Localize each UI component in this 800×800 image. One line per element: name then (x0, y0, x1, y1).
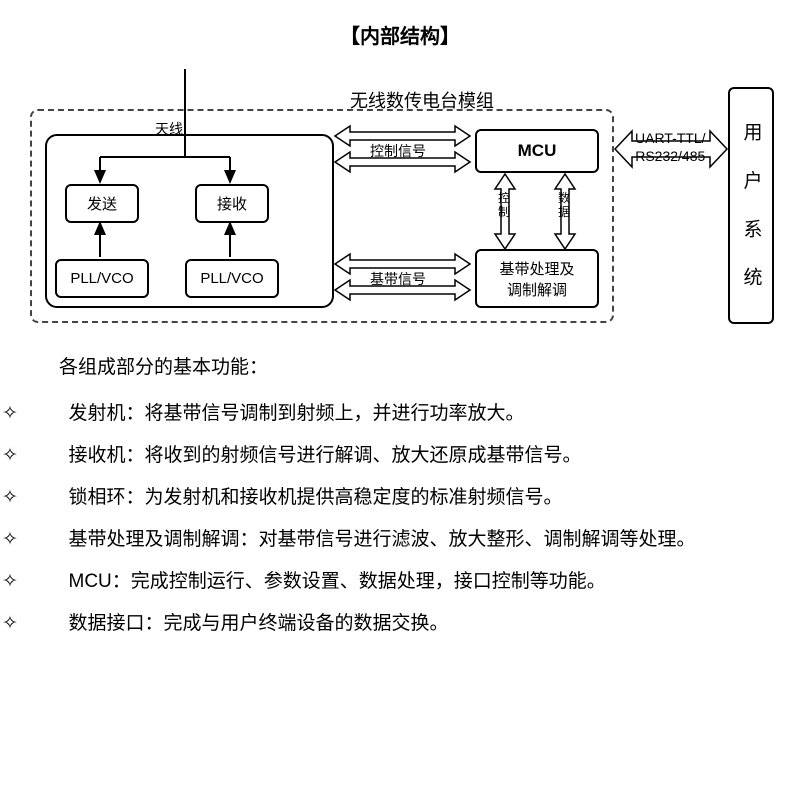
mcu-box: MCU (475, 129, 599, 173)
bullet-icon: ✧ (40, 395, 69, 433)
bullet-icon: ✧ (40, 605, 69, 643)
bullet-icon: ✧ (40, 563, 69, 601)
list-item: ✧发射机：将基带信号调制到射频上，并进行功率放大。 (40, 395, 760, 433)
list-item: ✧锁相环：为发射机和接收机提供高稳定度的标准射频信号。 (40, 479, 760, 517)
baseband-proc-box: 基带处理及 调制解调 (475, 249, 599, 308)
block-diagram: 无线数传电台模组 天线 发送 接收 PLL/VCO PLL/VCO MCU 基带… (20, 69, 780, 329)
pll2-box: PLL/VCO (185, 259, 279, 298)
bullet-icon: ✧ (40, 521, 69, 559)
data-arrow-label: 数 据 (558, 191, 570, 220)
ctrl-arrow-label: 控 制 (498, 191, 510, 220)
notes-list: ✧发射机：将基带信号调制到射频上，并进行功率放大。 ✧接收机：将收到的射频信号进… (40, 395, 760, 643)
rx-box: 接收 (195, 184, 269, 223)
page-title: 【内部结构】 (0, 0, 800, 59)
list-item: ✧接收机：将收到的射频信号进行解调、放大还原成基带信号。 (40, 437, 760, 475)
pll1-box: PLL/VCO (55, 259, 149, 298)
baseband-signal-label: 基带信号 (370, 269, 426, 289)
uart-label: UART-TTL/ RS232/485 (635, 129, 706, 165)
list-item: ✧MCU：完成控制运行、参数设置、数据处理，接口控制等功能。 (40, 563, 760, 601)
notes-title: 各组成部分的基本功能： (40, 349, 760, 387)
tx-box: 发送 (65, 184, 139, 223)
bullet-icon: ✧ (40, 479, 69, 517)
notes-section: 各组成部分的基本功能： ✧发射机：将基带信号调制到射频上，并进行功率放大。 ✧接… (40, 349, 760, 643)
bullet-icon: ✧ (40, 437, 69, 475)
user-system-box: 用 户 系 统 (728, 87, 774, 324)
control-signal-label: 控制信号 (370, 141, 426, 161)
list-item: ✧基带处理及调制解调：对基带信号进行滤波、放大整形、调制解调等处理。 (40, 521, 760, 559)
list-item: ✧数据接口：完成与用户终端设备的数据交换。 (40, 605, 760, 643)
